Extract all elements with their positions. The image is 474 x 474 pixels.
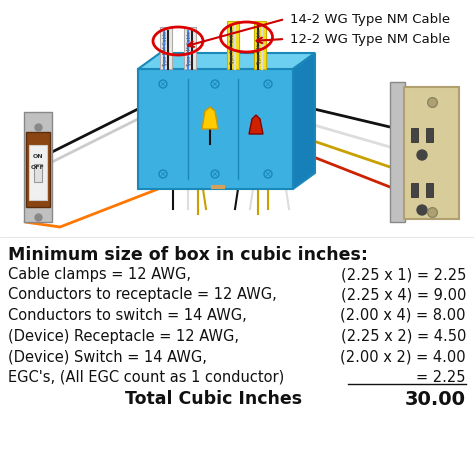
Text: (2.00 x 4) = 8.00: (2.00 x 4) = 8.00	[340, 308, 466, 323]
Text: (2.25 x 4) = 9.00: (2.25 x 4) = 9.00	[341, 288, 466, 302]
Text: = 2.25: = 2.25	[417, 370, 466, 384]
Text: Total Cubic Inches: Total Cubic Inches	[125, 390, 302, 408]
Circle shape	[417, 150, 427, 160]
Text: 30.00: 30.00	[405, 390, 466, 409]
Bar	[254, 21, 266, 69]
Text: (Device) Receptacle = 12 AWG,: (Device) Receptacle = 12 AWG,	[8, 328, 239, 344]
Bar	[426, 183, 433, 197]
Bar	[138, 69, 293, 189]
Polygon shape	[138, 53, 315, 69]
Bar	[160, 27, 172, 69]
Polygon shape	[293, 53, 315, 189]
Text: Conductors to receptacle = 12 AWG,: Conductors to receptacle = 12 AWG,	[8, 288, 277, 302]
Text: Type NM Cable: Type NM Cable	[257, 29, 263, 65]
Text: Cable clamps = 12 AWG,: Cable clamps = 12 AWG,	[8, 267, 191, 282]
Text: (Device) Switch = 14 AWG,: (Device) Switch = 14 AWG,	[8, 349, 207, 364]
Text: Type NM Cable: Type NM Cable	[230, 29, 236, 65]
Text: (2.25 x 2) = 4.50: (2.25 x 2) = 4.50	[341, 328, 466, 344]
Bar	[390, 82, 405, 222]
Circle shape	[417, 205, 427, 215]
Bar	[411, 183, 418, 197]
Bar	[184, 27, 196, 69]
Polygon shape	[202, 107, 218, 129]
Text: 12-2 WG Type NM Cable: 12-2 WG Type NM Cable	[290, 33, 450, 46]
Bar	[411, 128, 418, 142]
Bar	[0, 237, 474, 474]
Bar	[26, 132, 50, 207]
Bar	[426, 128, 433, 142]
Bar	[34, 164, 42, 182]
Polygon shape	[249, 115, 263, 134]
Text: Conductors to switch = 14 AWG,: Conductors to switch = 14 AWG,	[8, 308, 247, 323]
Text: Type NM Cable: Type NM Cable	[164, 31, 168, 67]
Text: 14-2 WG Type NM Cable: 14-2 WG Type NM Cable	[290, 12, 450, 26]
Text: OFF: OFF	[31, 164, 45, 170]
Bar	[24, 112, 52, 222]
Text: ON: ON	[33, 154, 43, 158]
Text: (2.25 x 1) = 2.25: (2.25 x 1) = 2.25	[341, 267, 466, 282]
Text: (2.00 x 2) = 4.00: (2.00 x 2) = 4.00	[340, 349, 466, 364]
Bar	[404, 87, 459, 219]
Text: Type NM Cable: Type NM Cable	[188, 31, 192, 67]
Bar	[227, 21, 239, 69]
Bar	[29, 145, 47, 200]
Text: Minimum size of box in cubic inches:: Minimum size of box in cubic inches:	[8, 246, 368, 264]
Text: EGC's, (All EGC count as 1 conductor): EGC's, (All EGC count as 1 conductor)	[8, 370, 284, 384]
